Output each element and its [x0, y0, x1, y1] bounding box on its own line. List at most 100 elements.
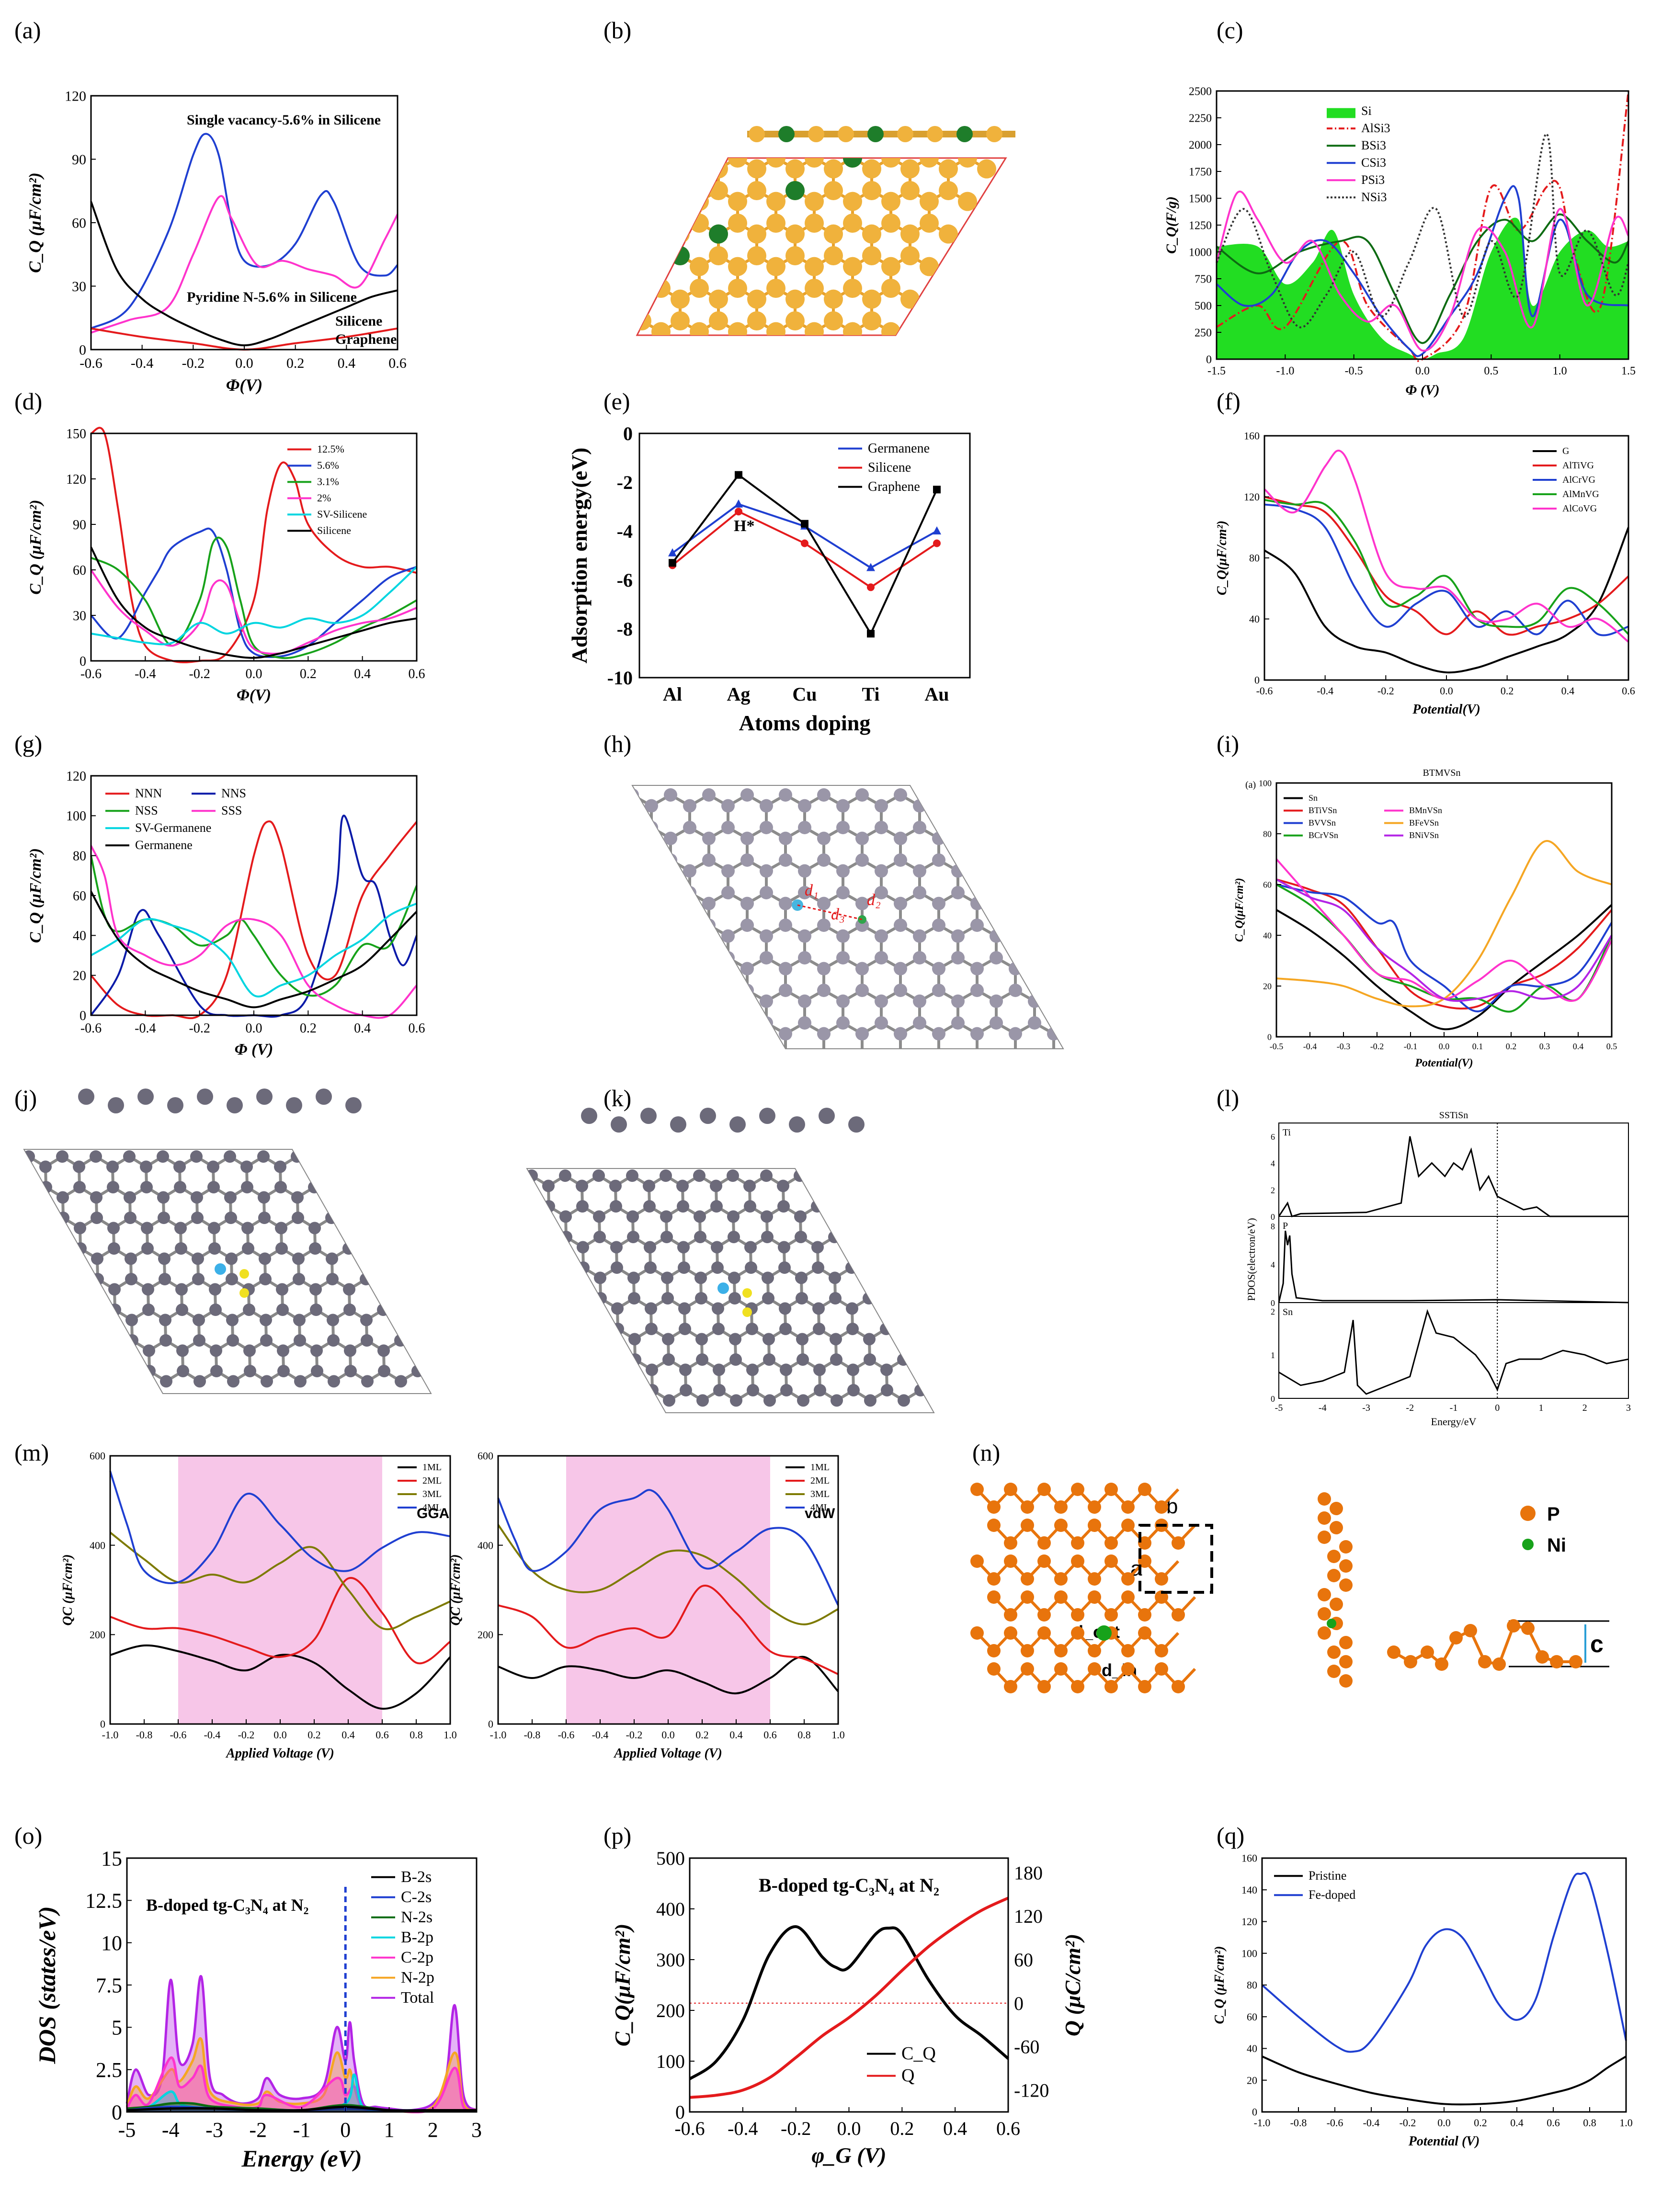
- series-4ml: [109, 1471, 451, 1584]
- subplot-frame: [1278, 1216, 1629, 1303]
- atom: [970, 1049, 984, 1062]
- atom: [779, 984, 792, 997]
- atom: [1104, 1608, 1118, 1622]
- atom: [1318, 1588, 1331, 1601]
- x-tick-label: 0.0: [1439, 1042, 1450, 1051]
- label-d2: d₂: [867, 891, 881, 909]
- atom: [241, 1222, 254, 1235]
- atom: [39, 1160, 52, 1173]
- atom: [78, 1089, 94, 1105]
- series-fe-doped: [1261, 1872, 1627, 2053]
- atom: [896, 1292, 909, 1305]
- y2-axis-label: Q (μC/cm²): [1060, 1934, 1085, 2036]
- atom: [542, 1180, 555, 1192]
- atom: [559, 1210, 572, 1223]
- annotation-h: H*: [734, 517, 754, 535]
- atom: [875, 951, 888, 964]
- atom: [1138, 1483, 1151, 1496]
- panel-label-c: (c): [1217, 17, 1243, 44]
- atom: [727, 1169, 739, 1182]
- bond: [416, 1339, 431, 1352]
- atom: [805, 192, 824, 211]
- panel-label-b: (b): [603, 17, 631, 44]
- bond: [347, 1216, 366, 1229]
- atom: [913, 929, 926, 943]
- atom: [777, 1200, 790, 1213]
- atom: [894, 984, 907, 997]
- atom: [294, 1375, 307, 1388]
- atom: [879, 1261, 891, 1274]
- x-tick-label: 0.6: [1547, 2117, 1560, 2129]
- atom: [1054, 1572, 1068, 1586]
- series-1ml: [110, 1644, 451, 1710]
- atom: [192, 1273, 205, 1285]
- atom: [243, 1344, 256, 1357]
- atom: [1066, 995, 1080, 1008]
- annotation: B-doped tg-C₃N₄ at N₂: [146, 1895, 308, 1915]
- x-tick-label: 0.6: [996, 2118, 1020, 2139]
- series-alcovg: [1263, 449, 1629, 643]
- atom: [760, 1016, 773, 1030]
- x-tick-label: 0.3: [1539, 1042, 1550, 1051]
- atom: [193, 1334, 205, 1347]
- dopant-atom: [843, 158, 862, 168]
- atom: [746, 1323, 758, 1335]
- atom: [798, 1060, 811, 1073]
- atom: [670, 1116, 686, 1133]
- legend-label: BNiVSn: [1409, 830, 1439, 840]
- atom: [678, 1261, 690, 1274]
- atom: [951, 799, 965, 813]
- atom: [1449, 1631, 1463, 1645]
- atom: [291, 1191, 304, 1204]
- y2-tick-label: -120: [1014, 2080, 1049, 2101]
- atom: [836, 1060, 850, 1073]
- atom: [875, 864, 888, 878]
- atom: [1088, 1519, 1101, 1532]
- atom: [810, 1180, 823, 1192]
- x-tick-label: 0.2: [890, 2118, 914, 2139]
- atom: [846, 1323, 859, 1335]
- atom: [713, 1363, 725, 1376]
- atom: [817, 788, 831, 802]
- atom: [932, 831, 945, 845]
- atom: [951, 1016, 965, 1030]
- x-tick-label: -1.0: [490, 1729, 507, 1741]
- atom: [1004, 1536, 1017, 1550]
- atom: [277, 1365, 290, 1377]
- atom: [728, 257, 747, 276]
- atom: [359, 1212, 371, 1224]
- atom: [855, 1049, 869, 1062]
- atom: [310, 1304, 322, 1316]
- atom: [728, 214, 747, 233]
- atom: [727, 1210, 740, 1223]
- atom: [1021, 1519, 1034, 1532]
- legend-label: NNN: [135, 786, 162, 800]
- legend-swatch: [1327, 108, 1355, 118]
- bond: [364, 1259, 367, 1280]
- atom: [987, 1590, 1001, 1604]
- atom: [613, 257, 632, 276]
- atom: [939, 224, 958, 244]
- atom: [1028, 1060, 1041, 1073]
- bond: [584, 223, 603, 234]
- panel-label-p: (p): [603, 1822, 631, 1849]
- atom: [1339, 1540, 1353, 1554]
- panel-label-m: (m): [14, 1439, 49, 1466]
- atom: [594, 290, 613, 309]
- chart-p-cq-charge: -0.6 -0.4 -0.2 0.0 0.2 0.4 0.6 0 100 200 300 400 500…: [610, 1848, 1085, 2167]
- marker-silicene: [867, 583, 875, 591]
- atom: [709, 289, 728, 309]
- bond: [433, 1320, 434, 1340]
- bond: [938, 794, 959, 807]
- x-tick-label: 3: [1626, 1403, 1631, 1413]
- atom: [309, 1283, 322, 1296]
- atom: [1037, 1554, 1051, 1568]
- bond: [346, 1167, 349, 1188]
- legend-label: Germanene: [868, 441, 930, 456]
- atom: [862, 159, 881, 179]
- series-2ml: [110, 1577, 451, 1665]
- atom: [721, 864, 735, 878]
- atom: [90, 1191, 102, 1204]
- legend-label: BTiVSn: [1309, 805, 1337, 815]
- atom: [556, 290, 575, 309]
